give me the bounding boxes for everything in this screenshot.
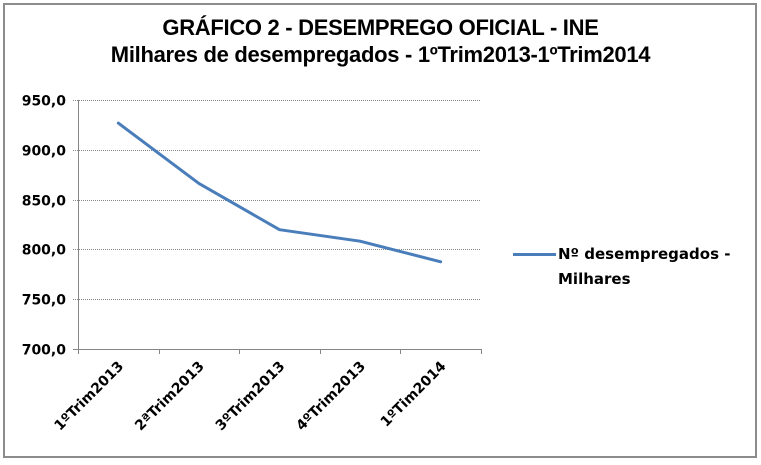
x-axis: 1ºTrim2013 2ªTrim2013 3ºTrim2013 4ºTrim2013… xyxy=(52,358,450,434)
x-tick-label: 3ºTrim2013 xyxy=(213,359,289,435)
y-tick-label: 750,0 xyxy=(22,293,67,309)
series-line xyxy=(116,121,443,264)
chart-subtitle: Milhares de desempregados - 1ºTrim2013-1… xyxy=(110,42,651,67)
y-tick-label: 950,0 xyxy=(22,94,67,110)
x-tick-label: 4ºTrim2013 xyxy=(293,359,369,435)
chart-title-main: GRÁFICO 2 - DESEMPREGO OFICIAL - INE xyxy=(162,15,599,40)
x-tick-label: 1ºTrim2013 xyxy=(52,359,128,435)
chart-frame xyxy=(3,3,757,458)
legend-label: Nº desempregados - Milhares xyxy=(558,245,731,288)
gridlines xyxy=(73,100,482,354)
y-tick-label: 850,0 xyxy=(22,194,67,210)
y-tick-label: 700,0 xyxy=(22,343,67,359)
y-tick-label: 900,0 xyxy=(22,144,67,160)
x-tick-label: 2ªTrim2013 xyxy=(132,359,208,435)
legend-line-swatch xyxy=(513,253,556,256)
y-axis: 950,0 900,0 850,0 800,0 750,0 700,0 xyxy=(22,94,67,359)
chart-title: GRÁFICO 2 - DESEMPREGO OFICIAL - INE Mil… xyxy=(0,14,761,68)
x-tick-label: 1ºTim2014 xyxy=(378,358,450,430)
legend: Nº desempregados - Milhares xyxy=(513,242,748,292)
y-tick-label: 800,0 xyxy=(22,243,67,259)
